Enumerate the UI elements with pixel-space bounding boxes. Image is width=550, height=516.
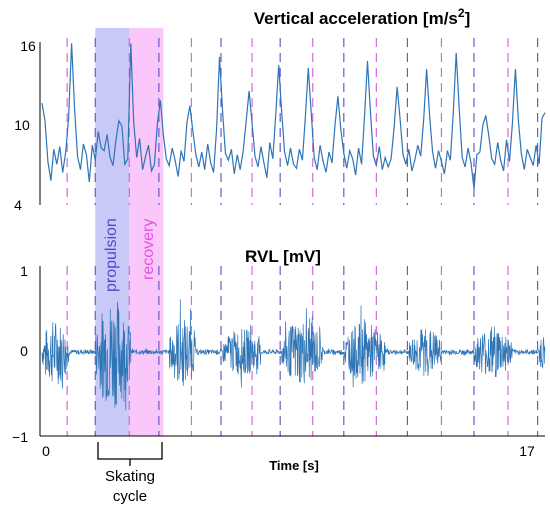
skating-cycle-label-line2: cycle <box>113 488 147 505</box>
propulsion-label: propulsion <box>103 218 120 292</box>
rvl-chart: RVL [mV] 1 0 −1 0 17 Time [s] <box>12 247 546 473</box>
skating-cycle-label-line1: Skating <box>105 468 155 485</box>
rvl-ytick: −1 <box>12 429 28 445</box>
recovery-label: recovery <box>140 219 157 280</box>
acceleration-ytick: 4 <box>14 197 22 213</box>
rvl-ytick: 1 <box>20 263 28 279</box>
acceleration-ytick: 16 <box>20 38 36 54</box>
acceleration-series-line <box>41 43 546 189</box>
recovery-band <box>129 28 164 436</box>
acceleration-chart: Vertical acceleration [m/s2] 16 10 4 <box>14 6 546 213</box>
skating-cycle-bracket <box>97 442 163 460</box>
acceleration-title: Vertical acceleration [m/s2] <box>254 6 470 28</box>
phase-markers <box>66 38 539 436</box>
rvl-series-line <box>41 299 546 411</box>
acceleration-ytick: 10 <box>14 117 30 133</box>
x-axis-label: Time [s] <box>269 458 319 473</box>
rvl-ytick: 0 <box>20 343 28 359</box>
x-tick-start: 0 <box>42 443 50 459</box>
rvl-title: RVL [mV] <box>245 247 321 266</box>
x-tick-end: 17 <box>519 443 535 459</box>
